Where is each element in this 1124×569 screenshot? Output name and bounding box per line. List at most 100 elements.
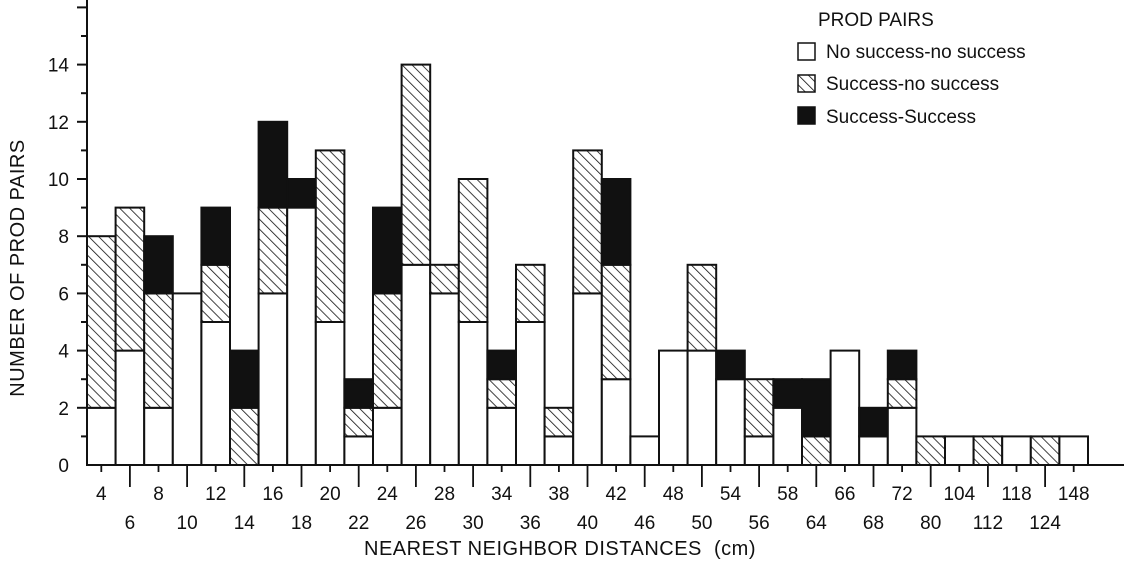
x-axis-title: NEAREST NEIGHBOR DISTANCES (cm) xyxy=(364,538,756,560)
bar-segment-16-series-1 xyxy=(257,206,289,295)
bar-segment-22-series-1 xyxy=(343,406,374,438)
bar-segment-30-series-0 xyxy=(457,321,489,466)
legend-label-success-no-success: Success-no success xyxy=(826,74,999,95)
x-tick-label: 148 xyxy=(1058,484,1090,505)
bar-segment-124-series-1 xyxy=(1029,435,1061,466)
bar-segment-58-series-2 xyxy=(772,378,804,409)
x-tick-label: 22 xyxy=(348,513,369,534)
bar-segment-26-series-0 xyxy=(400,263,432,466)
bar-segment-26-series-1 xyxy=(400,63,432,266)
bar-segment-68-series-2 xyxy=(858,406,889,438)
bar-segment-42-series-0 xyxy=(600,378,632,467)
legend-label-success-success: Success-Success xyxy=(826,107,976,128)
x-tick-label: 112 xyxy=(973,513,1003,534)
x-tick-label: 42 xyxy=(606,484,627,505)
y-tick-label: 14 xyxy=(48,56,70,77)
x-tick-label: 18 xyxy=(291,513,312,534)
x-tick-label: 16 xyxy=(262,484,283,505)
bar-segment-8-series-1 xyxy=(143,292,174,409)
bar-segment-8-series-0 xyxy=(143,406,174,466)
x-tick-label: 38 xyxy=(548,484,569,505)
bar-segment-16-series-2 xyxy=(257,120,289,209)
bar-segment-50-series-1 xyxy=(686,263,718,352)
bar-segment-24-series-2 xyxy=(372,206,403,295)
bar-segment-46-series-0 xyxy=(629,435,661,466)
bar-segment-22-series-2 xyxy=(343,378,374,409)
bar-segment-30-series-1 xyxy=(457,178,489,323)
legend-swatch-success-no-success xyxy=(797,74,816,93)
x-tick-label: 66 xyxy=(834,484,855,505)
x-tick-label: 48 xyxy=(663,484,684,505)
x-tick-label: 12 xyxy=(205,484,226,505)
x-tick-label: 72 xyxy=(892,484,913,505)
x-tick-label: 118 xyxy=(1001,484,1031,505)
bar-segment-12-series-0 xyxy=(200,321,231,466)
bar-segment-12-series-2 xyxy=(200,206,231,266)
legend-label-no-success: No success-no success xyxy=(826,42,1026,63)
bar-segment-8-series-2 xyxy=(143,235,174,295)
bar-segment-56-series-1 xyxy=(743,378,775,438)
bar-segment-6-series-1 xyxy=(114,206,146,352)
axes-group xyxy=(77,0,1124,487)
bar-segment-40-series-1 xyxy=(572,149,603,295)
bar-segment-50-series-0 xyxy=(686,349,718,467)
bar-segment-64-series-2 xyxy=(801,378,832,438)
x-tick-label: 68 xyxy=(863,513,884,534)
bar-segment-54-series-2 xyxy=(715,349,746,381)
bar-segment-14-series-2 xyxy=(229,349,260,409)
y-axis-title: NUMBER OF PROD PAIRS xyxy=(7,139,29,396)
bar-segment-36-series-1 xyxy=(515,263,546,323)
bar-segment-16-series-0 xyxy=(257,292,289,466)
bar-segment-12-series-1 xyxy=(200,263,231,323)
x-tick-label: 14 xyxy=(234,513,256,534)
legend-swatch-no-success xyxy=(797,42,816,61)
x-tick-label: 80 xyxy=(920,513,941,534)
x-tick-labels: 4681012141618202224262830343638404246485… xyxy=(96,484,1090,534)
bar-segment-14-series-1 xyxy=(229,406,260,466)
bar-segment-24-series-1 xyxy=(372,292,403,409)
bar-segment-56-series-0 xyxy=(743,435,775,466)
bar-segment-72-series-1 xyxy=(886,378,918,409)
x-tick-label: 124 xyxy=(1029,513,1061,534)
x-tick-label: 46 xyxy=(634,513,655,534)
bar-segment-80-series-1 xyxy=(915,435,947,466)
y-tick-label: 10 xyxy=(48,170,69,191)
legend-swatch-success-success xyxy=(797,106,816,125)
y-tick-label: 0 xyxy=(58,456,69,477)
x-tick-label: 40 xyxy=(577,513,598,534)
bar-segment-28-series-0 xyxy=(429,292,460,466)
x-tick-label: 58 xyxy=(777,484,798,505)
bar-segment-38-series-0 xyxy=(543,435,575,466)
bar-segment-118-series-0 xyxy=(1001,435,1032,466)
y-tick-label: 8 xyxy=(58,227,69,248)
bar-segment-42-series-2 xyxy=(600,178,632,266)
x-tick-label: 34 xyxy=(491,484,513,505)
bar-segment-148-series-0 xyxy=(1058,435,1090,466)
bar-segment-68-series-0 xyxy=(858,435,889,466)
bar-segment-42-series-1 xyxy=(600,263,632,381)
x-tick-label: 50 xyxy=(691,513,712,534)
bar-segment-10-series-0 xyxy=(171,292,203,466)
legend: PROD PAIRS No success-no success Success… xyxy=(797,10,1026,128)
legend-title: PROD PAIRS xyxy=(818,10,934,31)
y-tick-labels: 0 2 4 6 8 10 12 14 xyxy=(48,56,70,477)
y-tick-label: 4 xyxy=(58,342,69,363)
x-tick-label: 36 xyxy=(520,513,541,534)
y-tick-label: 6 xyxy=(58,284,69,305)
bar-segment-72-series-0 xyxy=(886,406,918,466)
x-tick-label: 8 xyxy=(153,484,164,505)
x-tick-label: 20 xyxy=(320,484,341,505)
bar-segment-104-series-0 xyxy=(944,435,975,466)
x-tick-label: 56 xyxy=(749,513,770,534)
x-tick-label: 4 xyxy=(96,484,107,505)
bar-segment-66-series-0 xyxy=(829,349,861,467)
bar-segment-34-series-0 xyxy=(486,406,517,466)
bar-segment-20-series-0 xyxy=(314,321,346,466)
x-tick-label: 54 xyxy=(720,484,742,505)
bar-segment-6-series-0 xyxy=(114,349,146,467)
bar-segment-48-series-0 xyxy=(658,349,689,467)
x-tick-label: 10 xyxy=(177,513,198,534)
bar-segment-38-series-1 xyxy=(543,406,575,438)
x-tick-label: 24 xyxy=(377,484,399,505)
bar-segment-18-series-2 xyxy=(286,178,317,209)
